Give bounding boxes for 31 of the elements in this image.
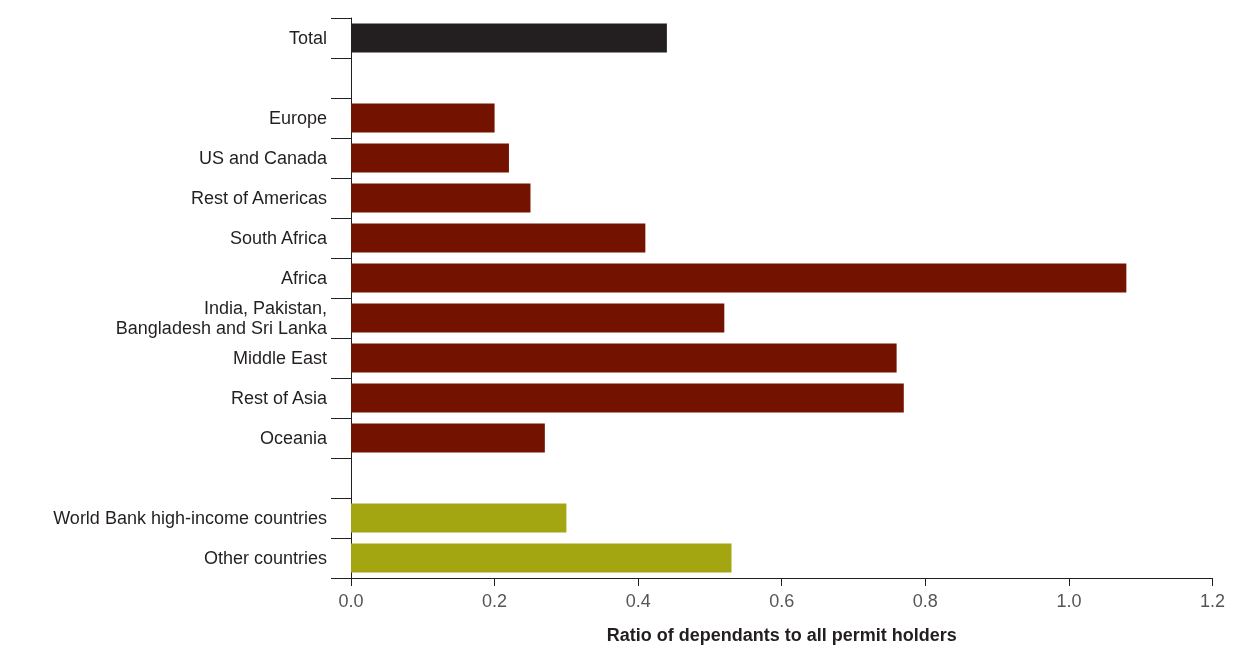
bar [351,103,495,133]
bar [351,383,904,413]
bar [351,223,646,253]
bar [351,343,897,373]
y-tick-label: Rest of Americas [190,188,327,208]
x-tick-label: 0.8 [912,591,938,611]
x-axis-title: Ratio of dependants to all permit holders [606,625,957,645]
x-tick-label: 1.2 [1199,591,1225,611]
x-tick-label: 1.0 [1056,591,1082,611]
y-tick-label: World Bank high-income countries [53,508,327,528]
bar [351,303,725,333]
y-tick-label: Rest of Asia [230,388,328,408]
x-tick-label: 0.4 [625,591,651,611]
y-tick-label: Total [288,28,327,48]
y-tick-label: Europe [268,108,327,128]
bar [351,263,1127,293]
bar [351,143,509,173]
bar [351,183,531,213]
y-tick-label: Africa [280,268,328,288]
y-tick-label: India, Pakistan, Bangladesh and Sri Lanka [115,298,328,338]
y-tick-label: Oceania [259,428,328,448]
y-tick-label: Middle East [232,348,327,368]
y-tick-label: South Africa [229,228,328,248]
bar [351,503,567,533]
y-tick-label: Other countries [203,548,327,568]
x-tick-label: 0.6 [769,591,795,611]
bar [351,423,545,453]
bar [351,543,732,573]
y-tick-label: US and Canada [198,148,328,168]
x-tick-label: 0.0 [338,591,364,611]
x-tick-label: 0.2 [482,591,508,611]
